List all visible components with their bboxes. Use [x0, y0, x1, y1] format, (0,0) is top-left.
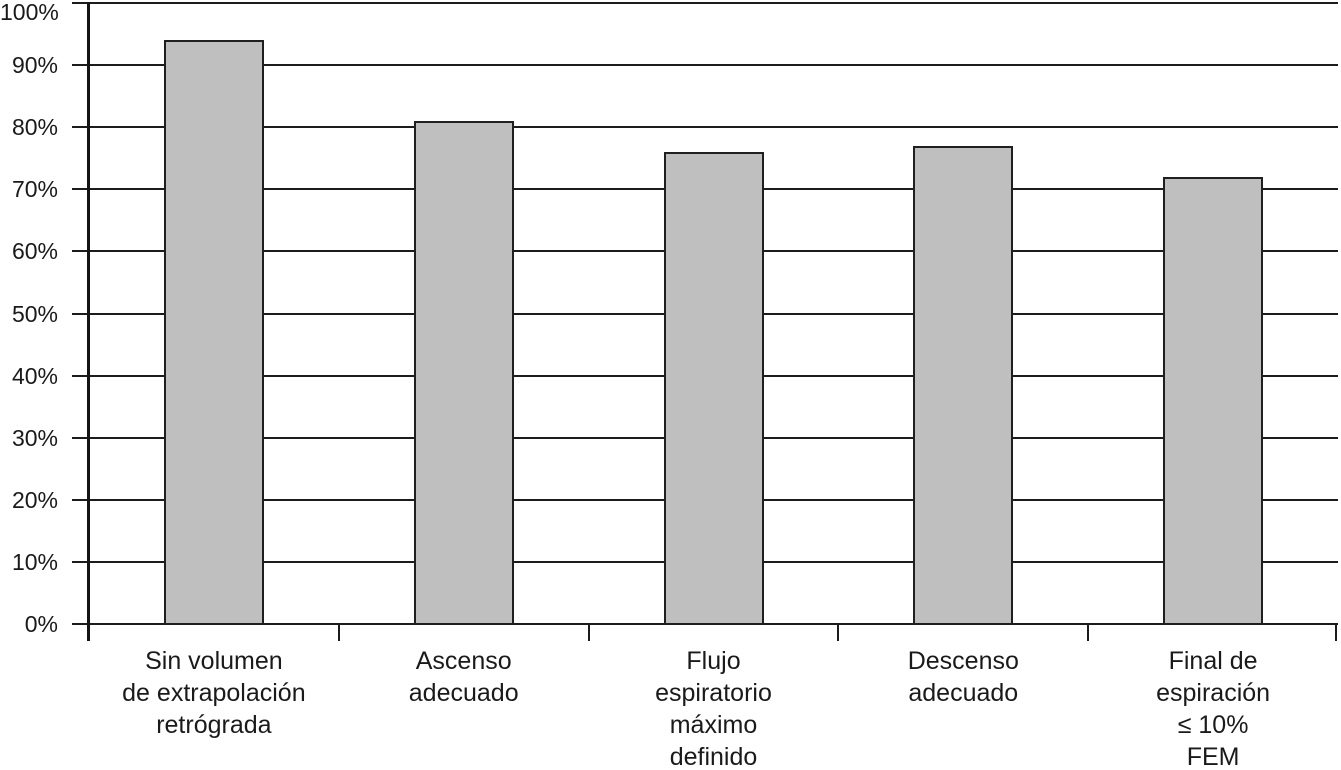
x-axis-label-4: Descenso adecuado [907, 647, 1019, 707]
y-axis-label: 100% [0, 0, 59, 25]
y-axis-label: 40% [11, 362, 58, 389]
y-axis-label: 50% [11, 300, 58, 327]
y-axis-tick [72, 126, 89, 129]
y-axis-label: 10% [11, 548, 58, 575]
gridline [89, 126, 1338, 129]
x-axis-label-5: Final de espiración ≤ 10% FEM [1156, 647, 1271, 770]
bar-1 [163, 40, 264, 625]
x-axis-tick [1335, 624, 1337, 641]
y-axis-label: 30% [11, 424, 58, 451]
y-axis-label: 70% [11, 176, 58, 203]
y-axis-tick [72, 374, 89, 377]
y-axis-tick [72, 498, 89, 501]
y-axis-tick [72, 2, 89, 4]
y-axis-tick [72, 623, 89, 625]
y-axis-tick [72, 250, 89, 253]
y-axis-tick [72, 436, 89, 439]
y-axis-tick [72, 64, 89, 67]
x-axis-label-1: Sin volumen de extrapolación retrógrada [122, 647, 306, 739]
x-axis-label-2: Ascenso adecuado [408, 647, 519, 707]
y-axis-tick [72, 312, 89, 315]
bar-3 [663, 152, 764, 625]
gridline [89, 64, 1338, 67]
y-axis-label: 80% [11, 114, 58, 141]
bar-2 [413, 120, 514, 625]
y-axis-label: 90% [11, 52, 58, 79]
x-axis-tick [1087, 624, 1090, 641]
x-axis-tick [837, 624, 840, 641]
gridline [89, 2, 1338, 4]
x-axis-label-3: Flujo espiratorio máximo definido [655, 647, 772, 770]
y-axis-label: 0% [24, 611, 58, 637]
y-axis-label: 60% [11, 238, 58, 265]
x-axis-tick [587, 624, 590, 641]
bar-5 [1163, 176, 1264, 625]
x-axis-tick [337, 624, 340, 641]
y-axis [87, 2, 90, 641]
y-axis-tick [72, 188, 89, 191]
y-axis-label: 20% [11, 486, 58, 513]
bar-4 [913, 145, 1014, 625]
y-axis-tick [72, 560, 89, 563]
